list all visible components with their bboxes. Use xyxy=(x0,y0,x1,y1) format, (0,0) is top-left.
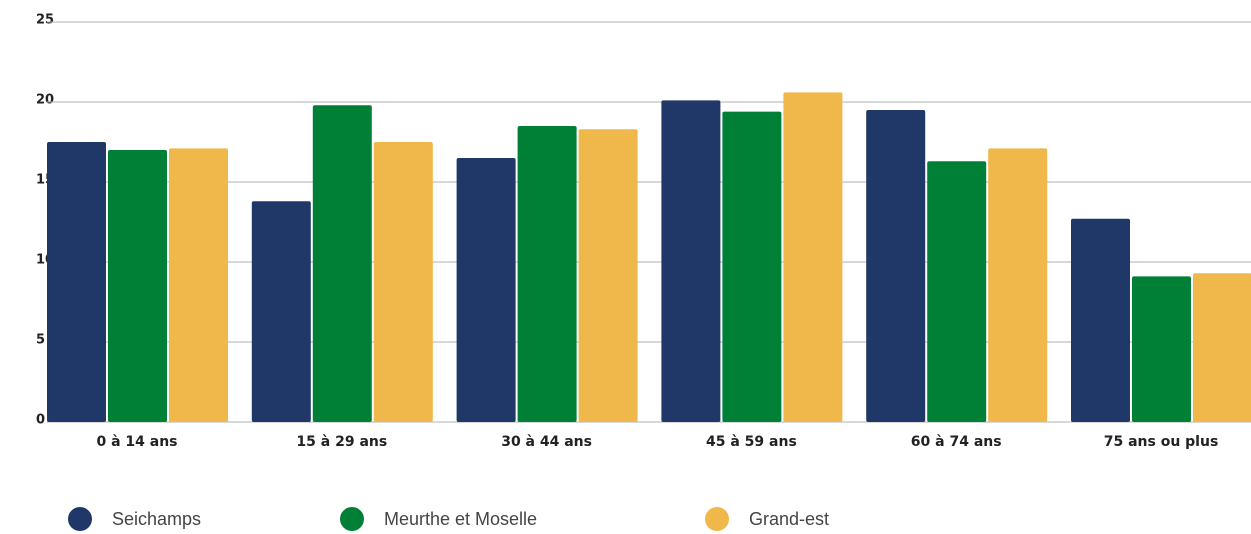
bar xyxy=(373,142,433,422)
bar xyxy=(456,158,516,422)
bar xyxy=(988,148,1048,422)
bar xyxy=(1071,218,1130,422)
y-tick-label: 20 xyxy=(36,93,54,108)
x-tick-label: 75 ans ou plus xyxy=(1104,434,1219,450)
bar xyxy=(722,111,782,422)
bar xyxy=(1132,276,1191,422)
bar xyxy=(312,105,372,422)
bar xyxy=(578,129,638,422)
legend-swatch xyxy=(705,507,729,531)
y-tick-label: 25 xyxy=(36,13,54,28)
x-tick-label: 0 à 14 ans xyxy=(96,434,177,450)
x-tick-label: 30 à 44 ans xyxy=(501,434,592,450)
y-tick-label: 5 xyxy=(36,333,45,348)
bar xyxy=(517,126,577,422)
legend-swatch xyxy=(68,507,92,531)
bar xyxy=(927,161,987,422)
bar xyxy=(783,92,843,423)
bar xyxy=(1193,273,1251,422)
x-tick-label: 60 à 74 ans xyxy=(911,434,1002,450)
legend-swatch xyxy=(340,507,364,531)
bar xyxy=(661,100,721,423)
bar xyxy=(108,150,167,422)
bar xyxy=(47,142,106,422)
legend-label: Meurthe et Moselle xyxy=(384,509,537,529)
legend-label: Seichamps xyxy=(112,509,201,529)
bar xyxy=(251,201,311,422)
x-tick-label: 15 à 29 ans xyxy=(296,434,387,450)
bar xyxy=(169,148,228,422)
legend-label: Grand-est xyxy=(749,509,829,529)
y-tick-label: 0 xyxy=(36,413,45,428)
x-tick-label: 45 à 59 ans xyxy=(706,434,797,450)
bar xyxy=(866,110,926,422)
